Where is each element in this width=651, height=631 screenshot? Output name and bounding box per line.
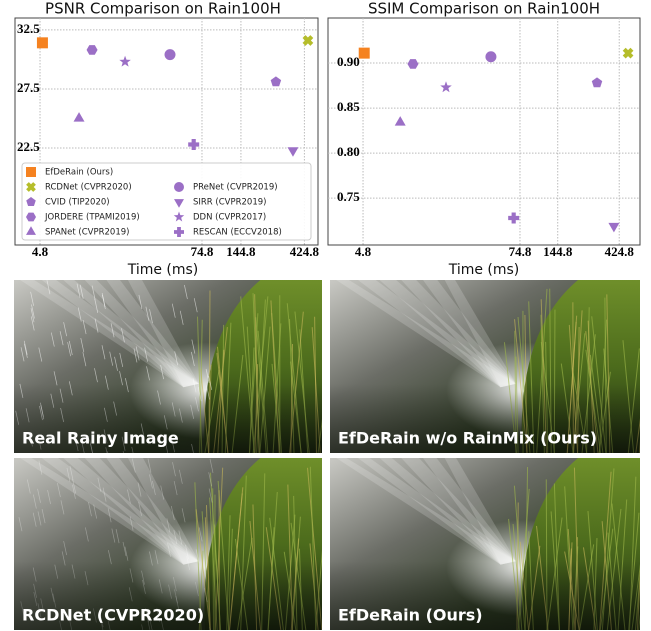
x-tick-label: 424.8	[605, 244, 635, 259]
chart-title: PSNR Comparison on Rain100H	[45, 0, 281, 18]
x-axis-label: Time (ms)	[448, 262, 520, 278]
plot-frame	[14, 17, 319, 246]
legend-label: CVID (TIP2020)	[45, 198, 110, 208]
data-point	[188, 139, 200, 151]
photo	[330, 280, 640, 453]
legend-label: RESCAN (ECCV2018)	[193, 228, 282, 238]
legend-marker	[173, 211, 185, 222]
y-tick-label: 32.5	[17, 21, 40, 36]
x-tick-label: 144.8	[226, 244, 256, 259]
y-tick-label: 0.80	[337, 144, 360, 159]
photo-caption: Real Rainy Image	[22, 429, 179, 448]
legend-marker	[26, 167, 36, 177]
y-tick-label: 0.85	[337, 99, 360, 114]
data-point	[591, 77, 603, 88]
legend-marker	[174, 227, 184, 237]
x-tick-label: 424.8	[290, 244, 320, 259]
x-tick-label: 4.8	[32, 244, 49, 259]
x-tick-label: 144.8	[543, 244, 573, 259]
photo-shade	[14, 458, 322, 630]
legend-label: JORDERE (TPAMI2019)	[44, 213, 140, 223]
grass-blade	[638, 613, 640, 630]
legend-label: DDN (CVPR2017)	[193, 213, 266, 223]
x-tick-label: 74.8	[191, 244, 214, 259]
photo	[14, 280, 322, 453]
data-point	[302, 35, 314, 46]
grass-blade	[638, 439, 640, 453]
data-point	[608, 222, 620, 233]
legend-label: PReNet (CVPR2019)	[193, 183, 278, 193]
legend-marker	[174, 199, 184, 208]
data-point	[73, 112, 85, 122]
legend-marker	[26, 197, 36, 207]
legend-marker	[26, 182, 36, 192]
legend-label: SIRR (CVPR2019)	[193, 198, 266, 208]
data-point	[394, 116, 406, 126]
photo-shade	[330, 458, 640, 630]
y-tick-label: 0.90	[337, 54, 360, 69]
data-point	[622, 47, 634, 59]
legend-marker	[26, 226, 36, 235]
y-tick-label: 0.75	[337, 189, 360, 204]
y-tick-label: 27.5	[17, 80, 40, 95]
data-point	[86, 45, 98, 55]
photo-caption: EfDeRain w/o RainMix (Ours)	[338, 429, 597, 448]
legend-label: SPANet (CVPR2019)	[45, 228, 129, 238]
data-point	[287, 147, 299, 157]
photo-caption: RCDNet (CVPR2020)	[22, 606, 204, 625]
legend-marker	[174, 182, 184, 192]
data-point	[358, 47, 370, 59]
data-point	[119, 55, 131, 67]
plot-frame	[327, 17, 641, 246]
x-tick-label: 74.8	[509, 244, 532, 259]
legend-box	[21, 162, 312, 241]
data-point	[270, 76, 282, 87]
y-tick-label: 22.5	[17, 139, 40, 154]
photo	[330, 458, 640, 630]
data-point	[36, 37, 48, 49]
chart-title: SSIM Comparison on Rain100H	[368, 0, 600, 18]
data-point	[440, 81, 452, 93]
data-point	[485, 51, 497, 63]
legend-label: RCDNet (CVPR2020)	[45, 183, 132, 193]
photo-caption: EfDeRain (Ours)	[338, 606, 483, 625]
photo	[14, 458, 322, 630]
photo-shade	[14, 280, 322, 453]
photo-shade	[330, 280, 640, 453]
x-tick-label: 4.8	[355, 244, 372, 259]
data-point	[508, 212, 520, 224]
data-point	[407, 59, 419, 69]
data-point	[164, 49, 176, 61]
legend-label: EfDeRain (Ours)	[45, 168, 113, 178]
legend-marker	[26, 212, 36, 222]
x-axis-label: Time (ms)	[127, 262, 199, 278]
